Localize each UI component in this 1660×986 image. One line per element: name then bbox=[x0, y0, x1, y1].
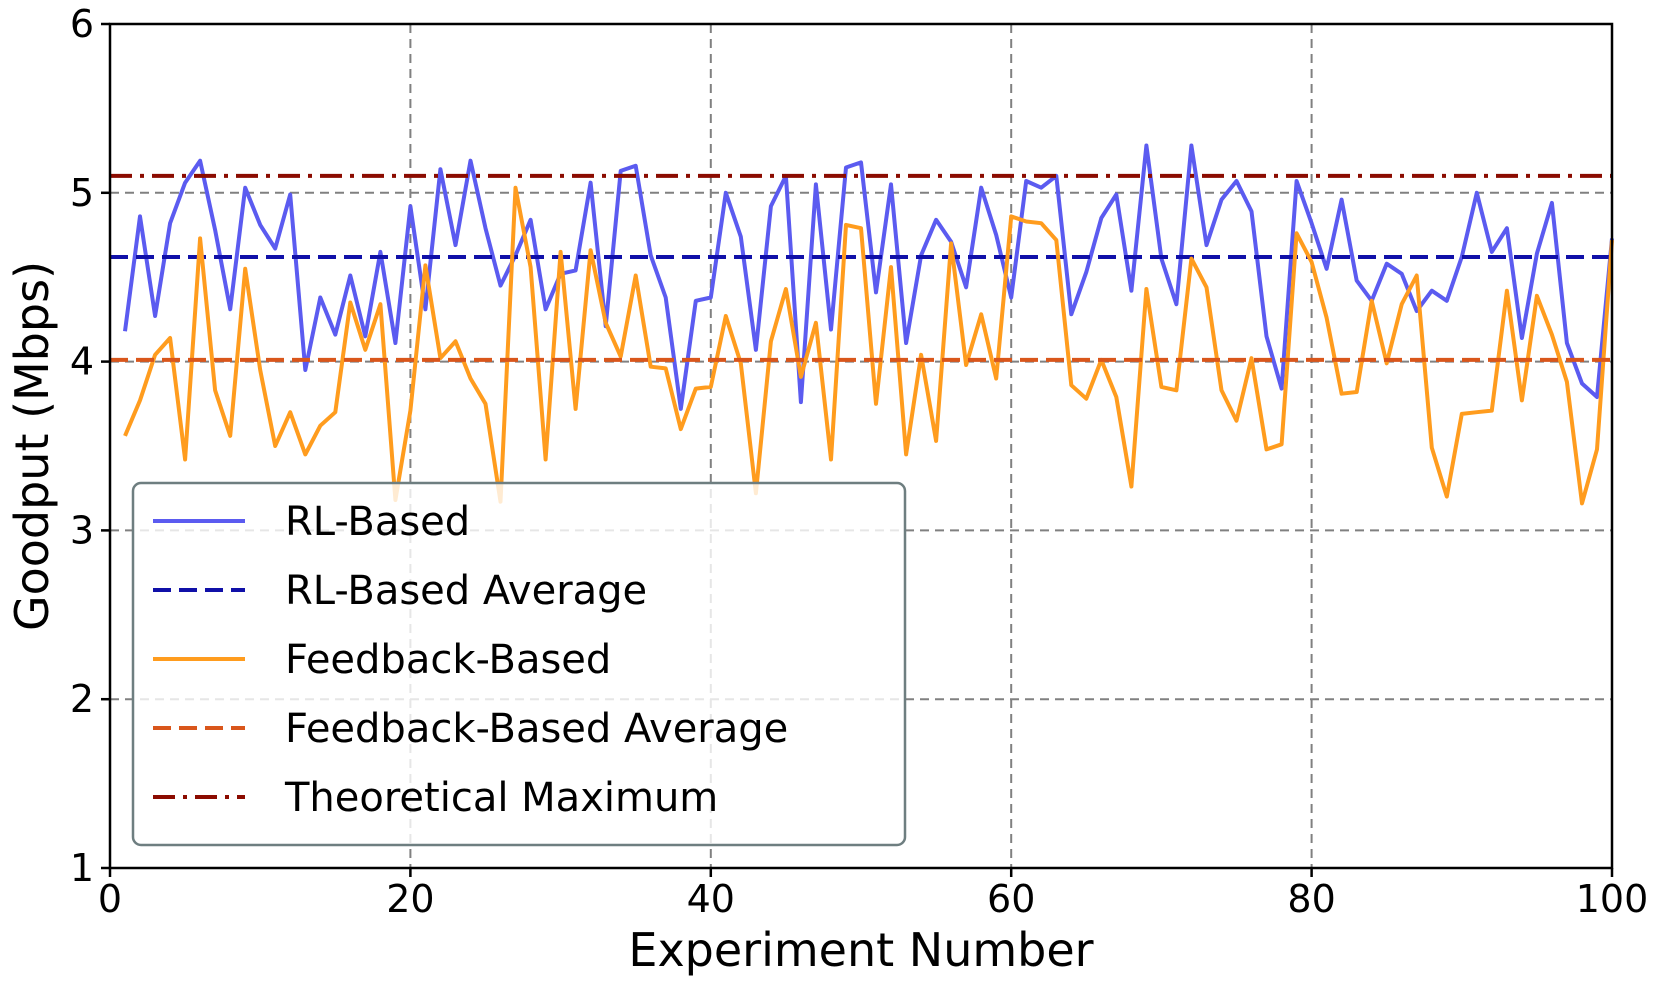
series-feedback-based bbox=[123, 185, 1614, 506]
y-tick-label-5: 6 bbox=[70, 2, 94, 46]
x-tick-label-3: 60 bbox=[987, 877, 1035, 921]
y-axis-title: Goodput (Mbps) bbox=[5, 261, 59, 631]
y-tick-label-3: 4 bbox=[70, 340, 94, 384]
y-tick-label-4: 5 bbox=[70, 171, 94, 215]
legend-label-rl-based-average: RL-Based Average bbox=[285, 568, 647, 614]
legend-label-feedback-based-average: Feedback-Based Average bbox=[285, 706, 788, 752]
series-layer bbox=[110, 143, 1614, 506]
x-tick-label-2: 40 bbox=[687, 877, 735, 921]
legend-label-theoretical-maximum: Theoretical Maximum bbox=[284, 775, 718, 821]
legend-label-rl-based: RL-Based bbox=[285, 499, 470, 545]
legend-box bbox=[131, 481, 907, 847]
y-tick-label-0: 1 bbox=[70, 846, 94, 890]
x-tick-label-5: 100 bbox=[1576, 877, 1649, 921]
x-tick-label-0: 0 bbox=[98, 877, 122, 921]
plot-frame bbox=[108, 22, 1614, 870]
y-tick-label-1: 2 bbox=[70, 677, 94, 721]
legend: RL-Based RL-Based Average Feedback-Based Fe… bbox=[131, 481, 907, 847]
x-axis-title: Experiment Number bbox=[628, 923, 1093, 977]
y-tick-label-2: 3 bbox=[70, 508, 94, 552]
series-rl-based bbox=[123, 143, 1614, 411]
x-tick-label-4: 80 bbox=[1287, 877, 1335, 921]
legend-label-feedback-based: Feedback-Based bbox=[285, 637, 611, 683]
axis-ticks: 0 20 40 60 80 100 1 2 3 4 5 6 bbox=[70, 2, 1648, 921]
x-tick-label-1: 20 bbox=[386, 877, 434, 921]
